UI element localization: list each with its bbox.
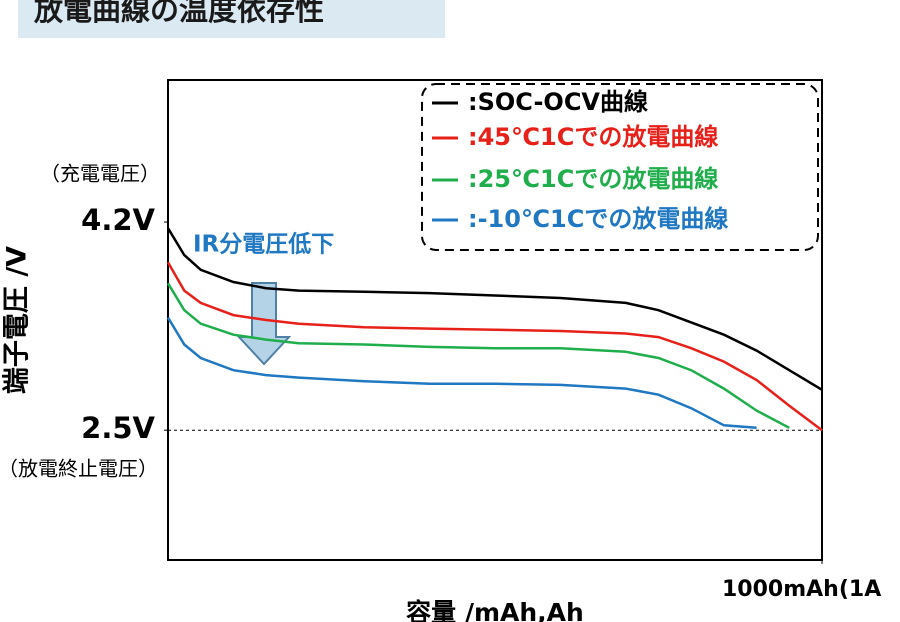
series-line	[166, 316, 757, 430]
title-box	[18, 0, 445, 38]
x-axis-label: 容量 /mAh,Ah	[406, 598, 584, 622]
series-line	[166, 282, 790, 429]
annotation: （充電電圧）	[40, 162, 160, 186]
annotation: IR分電圧低下	[193, 232, 334, 258]
legend-label: :-10℃1Cでの放電曲線	[468, 205, 728, 233]
legend-box	[421, 83, 819, 251]
y-tick-label: 2.5V	[81, 411, 155, 445]
arrow	[236, 282, 292, 366]
y-tick-label: 4.2V	[81, 203, 155, 237]
series-line	[166, 261, 823, 432]
series-line	[166, 227, 823, 391]
chart-title: 放電曲線の温度依存性	[33, 0, 324, 27]
legend-label: :SOC-OCV曲線	[468, 88, 648, 116]
y-axis-label: 端子電圧 /V	[2, 246, 33, 394]
legend-label: :45℃1Cでの放電曲線	[468, 123, 718, 151]
annotation: （放電終止電圧）	[0, 457, 158, 481]
legend-label: :25℃1Cでの放電曲線	[468, 165, 718, 193]
x-tick-label: 1000mAh(1A	[722, 577, 881, 602]
